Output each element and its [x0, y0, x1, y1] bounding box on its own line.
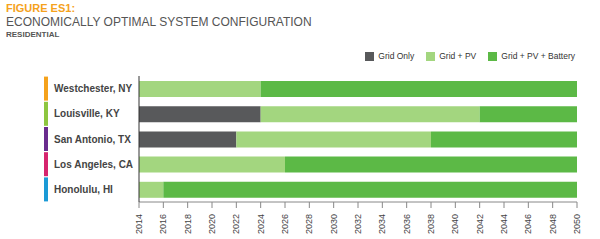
html-text:FIGURE ES1:: FIGURE ES1: [6, 2, 76, 14]
svg-text:2024: 2024 [256, 214, 266, 234]
svg-text:2034: 2034 [377, 214, 387, 234]
svg-text:2042: 2042 [475, 214, 485, 234]
html-text:RESIDENTIAL: RESIDENTIAL [6, 30, 60, 39]
svg-text:2032: 2032 [353, 214, 363, 234]
html-text:Grid + PV: Grid + PV [439, 51, 477, 61]
html-text:Grid + PV + Battery: Grid + PV + Battery [501, 51, 575, 61]
svg-text:2020: 2020 [207, 214, 217, 234]
svg-text:2026: 2026 [280, 214, 290, 234]
svg-text:2022: 2022 [231, 214, 241, 234]
svg-text:2030: 2030 [329, 214, 339, 234]
svg-text:2044: 2044 [499, 214, 509, 234]
svg-text:San Antonio, TX: San Antonio, TX [54, 134, 131, 145]
svg-text:2048: 2048 [548, 214, 558, 234]
svg-text:2014: 2014 [134, 214, 144, 234]
svg-text:2040: 2040 [450, 214, 460, 234]
svg-text:Los Angeles, CA: Los Angeles, CA [54, 159, 133, 170]
html-text:Grid Only: Grid Only [378, 51, 415, 61]
html-text:ECONOMICALLY OPTIMAL SYSTEM CO: ECONOMICALLY OPTIMAL SYSTEM CONFIGURATIO… [6, 15, 312, 29]
svg-text:2050: 2050 [572, 214, 582, 234]
svg-text:Louisville, KY: Louisville, KY [54, 108, 120, 119]
svg-text:Westchester, NY: Westchester, NY [54, 83, 133, 94]
svg-text:Honolulu, HI: Honolulu, HI [54, 184, 113, 195]
svg-text:2018: 2018 [183, 214, 193, 234]
svg-text:2038: 2038 [426, 214, 436, 234]
svg-text:2028: 2028 [304, 214, 314, 234]
svg-text:2046: 2046 [523, 214, 533, 234]
svg-text:2016: 2016 [158, 214, 168, 234]
svg-text:2036: 2036 [402, 214, 412, 234]
